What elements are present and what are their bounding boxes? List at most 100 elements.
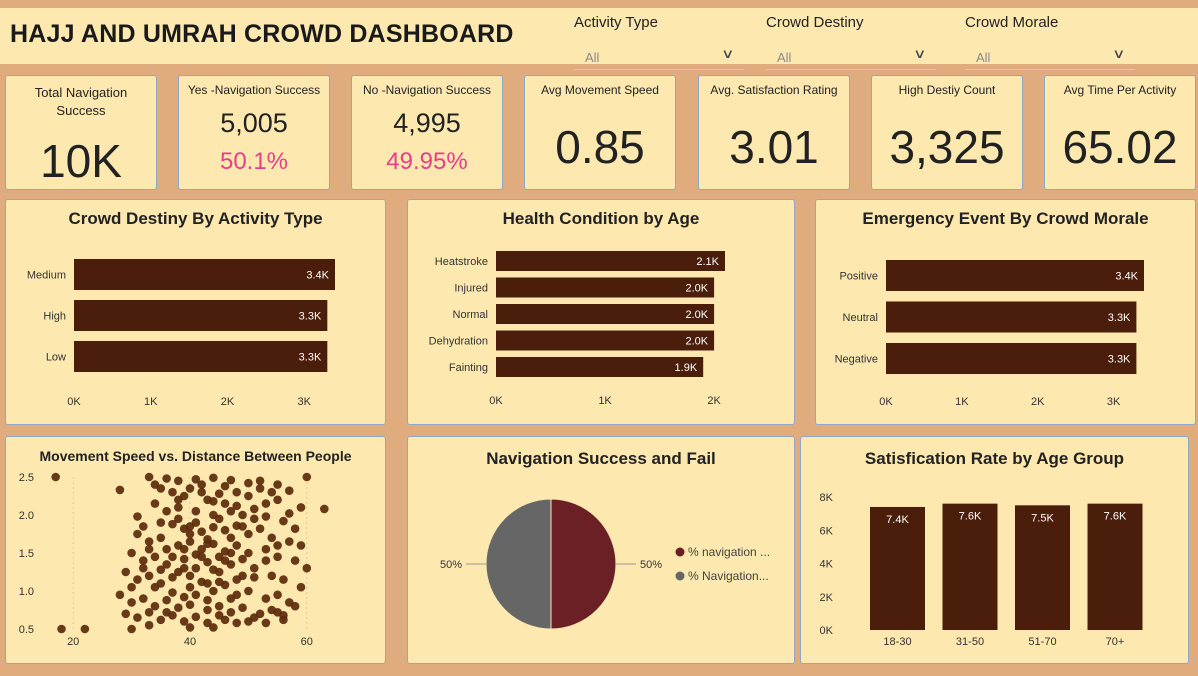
scatter-point[interactable] — [244, 491, 253, 501]
scatter-point[interactable] — [179, 544, 189, 554]
bar[interactable] — [886, 301, 1137, 333]
scatter-point[interactable] — [115, 485, 125, 495]
scatter-point[interactable] — [290, 524, 300, 533]
scatter-point[interactable] — [191, 550, 201, 559]
bar[interactable] — [74, 259, 335, 290]
kpi-high-density[interactable]: High Destiy Count 3,325 — [871, 75, 1023, 190]
scatter-point[interactable] — [138, 563, 148, 573]
scatter-point[interactable] — [209, 565, 218, 575]
slicer-activity-type[interactable]: Activity Type All ∨ — [566, 8, 746, 70]
scatter-point[interactable] — [255, 484, 265, 493]
scatter-point[interactable] — [273, 552, 282, 562]
scatter-point[interactable] — [197, 527, 206, 537]
chart-emergency-event[interactable]: Emergency Event By Crowd Morale Positive… — [815, 199, 1196, 425]
scatter-point[interactable] — [214, 611, 224, 620]
scatter-point[interactable] — [284, 486, 294, 495]
scatter-point[interactable] — [203, 605, 212, 615]
scatter-point[interactable] — [80, 624, 90, 634]
scatter-point[interactable] — [162, 607, 171, 617]
scatter-point[interactable] — [138, 522, 148, 531]
scatter-point[interactable] — [174, 514, 183, 524]
scatter-point[interactable] — [179, 592, 189, 602]
scatter-point[interactable] — [249, 573, 259, 582]
scatter-point[interactable] — [179, 554, 189, 564]
scatter-point[interactable] — [185, 484, 195, 493]
scatter-point[interactable] — [214, 577, 224, 587]
scatter-point[interactable] — [320, 504, 329, 514]
scatter-point[interactable] — [144, 472, 154, 482]
scatter-point[interactable] — [138, 594, 148, 603]
scatter-point[interactable] — [150, 480, 160, 489]
scatter-point[interactable] — [185, 522, 195, 531]
scatter-point[interactable] — [144, 607, 154, 617]
scatter-point[interactable] — [162, 544, 171, 554]
scatter-point[interactable] — [267, 533, 277, 543]
scatter-point[interactable] — [197, 480, 206, 489]
slicer-crowd-destiny[interactable]: Crowd Destiny All ∨ — [758, 8, 938, 70]
column-bar[interactable] — [942, 503, 998, 630]
scatter-point[interactable] — [220, 615, 230, 625]
scatter-point[interactable] — [261, 544, 271, 554]
bar[interactable] — [496, 277, 715, 298]
scatter-point[interactable] — [284, 537, 294, 546]
scatter-point[interactable] — [203, 557, 212, 567]
scatter-point[interactable] — [220, 525, 230, 535]
scatter-point[interactable] — [203, 539, 212, 549]
scatter-point[interactable] — [267, 571, 277, 581]
kpi-no-navigation[interactable]: No -Navigation Success 4,995 49.95% — [351, 75, 503, 190]
chevron-down-icon[interactable]: ∨ — [913, 46, 927, 61]
kpi-avg-time[interactable]: Avg Time Per Activity 65.02 — [1044, 75, 1196, 190]
scatter-point[interactable] — [203, 579, 212, 588]
bar[interactable] — [886, 260, 1144, 291]
scatter-point[interactable] — [121, 567, 131, 577]
kpi-yes-navigation[interactable]: Yes -Navigation Success 5,005 50.1% — [178, 75, 330, 190]
scatter-point[interactable] — [279, 516, 288, 526]
scatter-point[interactable] — [249, 563, 259, 573]
scatter-point[interactable] — [296, 503, 306, 512]
scatter-point[interactable] — [150, 552, 160, 562]
scatter-point[interactable] — [267, 487, 277, 497]
scatter-point[interactable] — [214, 489, 224, 499]
scatter-point[interactable] — [144, 571, 154, 581]
column-bar[interactable] — [1015, 505, 1070, 630]
scatter-point[interactable] — [191, 506, 201, 516]
scatter-point[interactable] — [185, 571, 195, 581]
bar[interactable] — [496, 251, 725, 271]
scatter-point[interactable] — [261, 499, 271, 508]
scatter-point[interactable] — [133, 529, 142, 539]
chart-health-condition[interactable]: Health Condition by Age Heatstroke 2.1K In… — [407, 199, 795, 425]
scatter-point[interactable] — [302, 472, 312, 482]
bar[interactable] — [496, 304, 715, 324]
scatter-point[interactable] — [162, 595, 171, 605]
scatter-point[interactable] — [191, 563, 201, 573]
scatter-point[interactable] — [162, 560, 171, 569]
scatter-point[interactable] — [191, 612, 201, 622]
scatter-point[interactable] — [185, 582, 195, 592]
scatter-point[interactable] — [232, 501, 242, 511]
scatter-point[interactable] — [57, 624, 66, 634]
scatter-point[interactable] — [185, 529, 195, 539]
scatter-point[interactable] — [203, 595, 212, 605]
scatter-point[interactable] — [162, 506, 171, 516]
scatter-point[interactable] — [127, 548, 136, 558]
scatter-point[interactable] — [226, 475, 236, 485]
scatter-point[interactable] — [144, 544, 154, 554]
scatter-point[interactable] — [261, 512, 271, 521]
chevron-down-icon[interactable]: ∨ — [1112, 46, 1126, 61]
scatter-point[interactable] — [238, 522, 247, 531]
scatter-point[interactable] — [174, 603, 183, 613]
scatter-point[interactable] — [144, 537, 154, 546]
scatter-point[interactable] — [168, 588, 177, 597]
scatter-point[interactable] — [150, 499, 160, 508]
scatter-point[interactable] — [226, 607, 236, 617]
scatter-point[interactable] — [273, 590, 282, 600]
scatter-point[interactable] — [214, 514, 224, 524]
scatter-point[interactable] — [232, 618, 242, 628]
column-bar[interactable] — [1087, 503, 1143, 630]
scatter-point[interactable] — [255, 524, 265, 533]
scatter-point[interactable] — [209, 473, 218, 483]
scatter-point[interactable] — [127, 598, 136, 607]
scatter-point[interactable] — [115, 590, 125, 600]
bar[interactable] — [74, 300, 328, 331]
scatter-point[interactable] — [238, 510, 247, 520]
